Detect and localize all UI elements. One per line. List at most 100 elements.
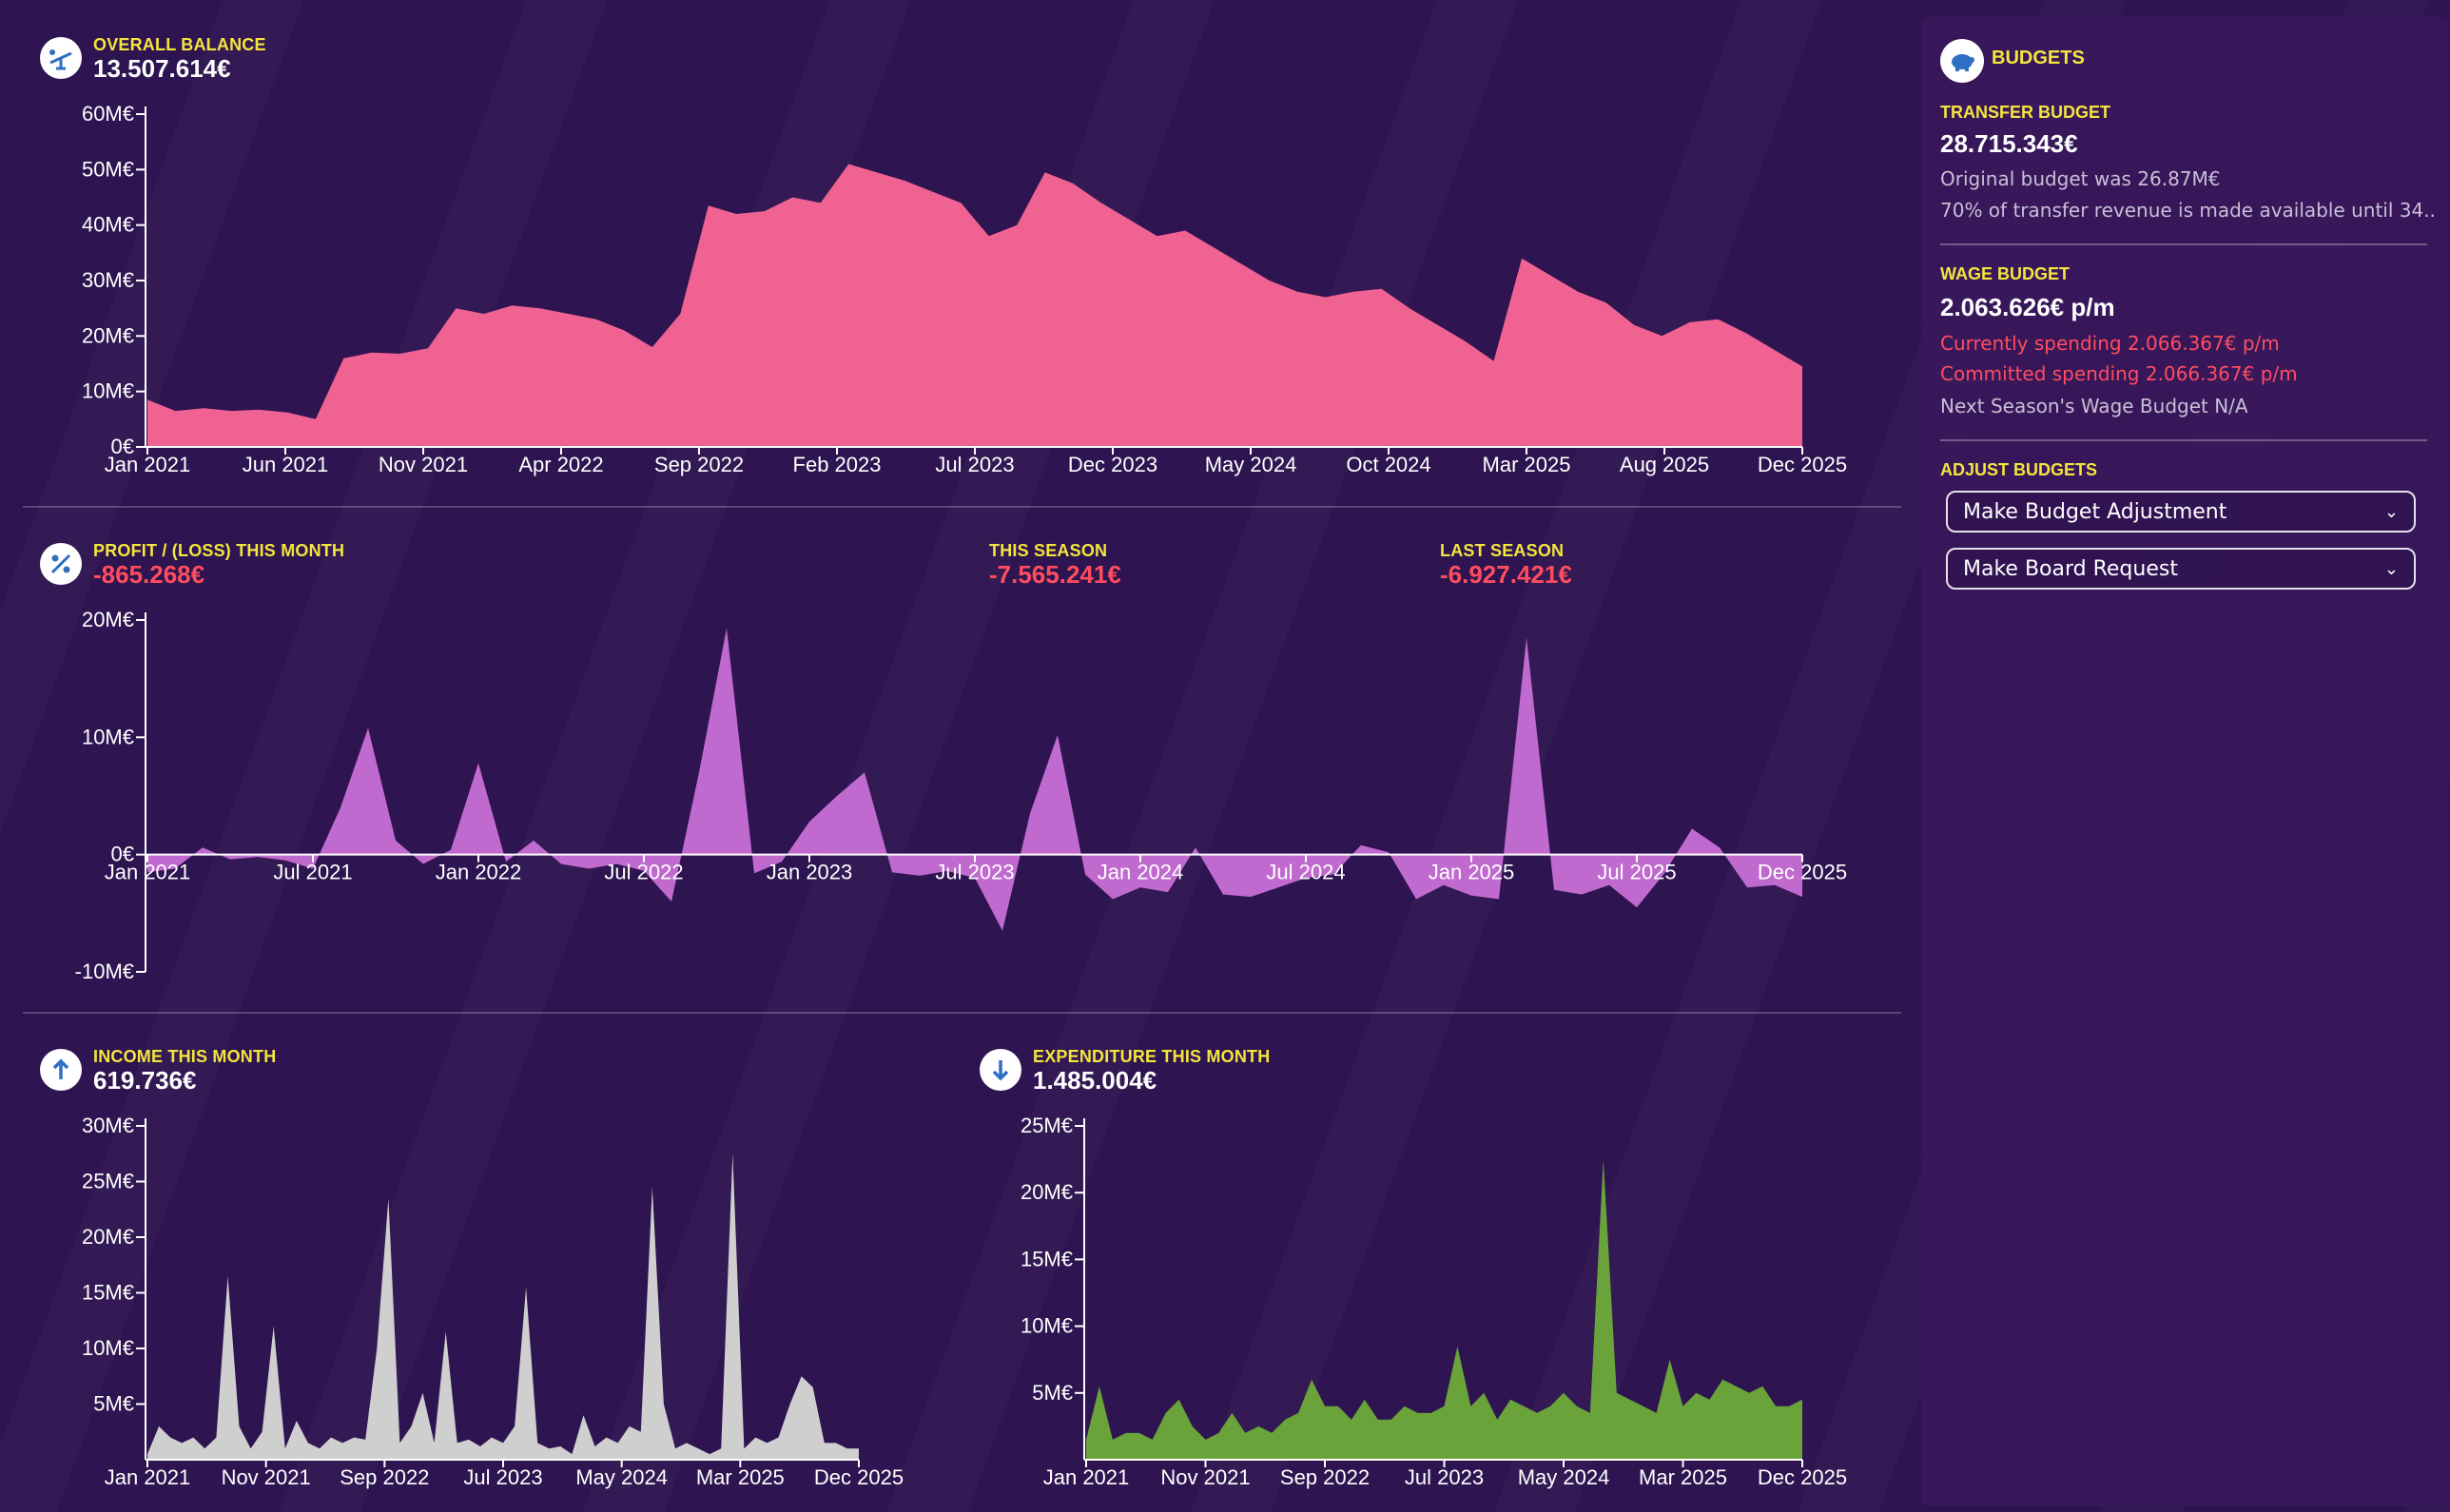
transfer-revenue-note: 70% of transfer revenue is made availabl… [1940,199,2435,222]
wage-current-spending: Currently spending 2.066.367€ p/m [1940,332,2280,355]
y-tick-label: 0€ [111,843,134,866]
board-request-dropdown[interactable]: Make Board Request ⌄ [1946,548,2416,590]
x-tick-label: Jul 2023 [935,861,1014,884]
budget-adjustment-dropdown[interactable]: Make Budget Adjustment ⌄ [1946,491,2416,533]
piggy-bank-icon [1940,39,1984,83]
expenditure-value: 1.485.004€ [1033,1066,1157,1095]
x-tick-label: Jan 2021 [105,453,191,476]
x-tick-label: Jul 2021 [273,861,352,884]
income-area [147,1153,859,1460]
y-tick-label: 20M€ [82,1225,134,1249]
arrow-down-icon [980,1049,1021,1091]
income-header: INCOME THIS MONTH 619.736€ [40,1046,276,1094]
scale-icon [40,37,82,79]
wage-budget-value: 2.063.626€ p/m [1940,293,2115,321]
wage-budget-label: WAGE BUDGET [1940,264,2071,283]
profit-loss-header: PROFIT / (LOSS) THIS MONTH -865.268€ [40,540,344,588]
wage-next-season: Next Season's Wage Budget N/A [1940,395,2248,417]
x-tick-label: May 2024 [1205,453,1297,476]
y-tick-label: 40M€ [82,213,134,237]
x-tick-label: Feb 2023 [793,453,882,476]
board-request-label: Make Board Request [1963,556,2178,581]
panel-divider [1940,439,2427,441]
x-tick-label: Jan 2021 [1043,1465,1130,1489]
y-tick-label: 50M€ [82,157,134,181]
x-tick-label: Jan 2021 [105,861,191,884]
x-tick-label: Apr 2022 [518,453,603,476]
x-tick-label: Jan 2025 [1429,861,1515,884]
expenditure-chart: 5M€ 10M€ 15M€ 20M€ 25M€ Jan 2021 Nov 2021 Sep 2… [1021,1114,1847,1489]
chevron-down-icon: ⌄ [2383,501,2399,522]
y-tick-label: 15M€ [82,1281,134,1305]
x-tick-label: Jan 2021 [105,1465,191,1489]
x-tick-label: Sep 2022 [1280,1465,1370,1489]
x-tick-label: May 2024 [575,1465,668,1489]
y-tick-label: 25M€ [82,1170,134,1193]
x-tick-label: Jan 2022 [436,861,522,884]
x-tick-label: Jul 2023 [935,453,1014,476]
section-divider [23,1012,1901,1014]
income-label: INCOME THIS MONTH [93,1047,277,1066]
y-tick-label: 15M€ [1021,1247,1073,1270]
y-tick-label: 20M€ [1021,1180,1073,1204]
expenditure-header: EXPENDITURE THIS MONTH 1.485.004€ [980,1046,1270,1094]
x-tick-label: Aug 2025 [1620,453,1709,476]
profit-loss-chart: -10M€ 0€ 10M€ 20M€ Jan 2021 Jul 2021 Jan 2022 J… [75,608,1847,983]
x-tick-label: Jul 2024 [1266,861,1345,884]
expenditure-label: EXPENDITURE THIS MONTH [1033,1047,1271,1066]
x-tick-label: Mar 2025 [1483,453,1571,476]
chevron-down-icon: ⌄ [2383,558,2399,579]
x-tick-label: Nov 2021 [379,453,468,476]
profit-loss-value: -865.268€ [93,560,205,589]
x-tick-label: Jul 2023 [463,1465,542,1489]
budgets-title: BUDGETS [1992,48,2085,68]
section-divider [23,506,1901,508]
x-tick-label: Sep 2022 [654,453,744,476]
x-tick-label: Sep 2022 [340,1465,429,1489]
last-season-value: -6.927.421€ [1440,560,1572,589]
y-tick-label: 10M€ [82,379,134,403]
y-tick-label: 10M€ [82,725,134,748]
x-tick-label: Dec 2023 [1068,453,1157,476]
y-tick-label: 25M€ [1021,1114,1073,1137]
adjust-budgets-label: ADJUST BUDGETS [1940,460,2098,479]
wage-committed-spending: Committed spending 2.066.367€ p/m [1940,362,2298,385]
y-tick-label: 30M€ [82,268,134,292]
profit-loss-label: PROFIT / (LOSS) THIS MONTH [93,541,345,560]
x-tick-label: Mar 2025 [1639,1465,1727,1489]
this-season-label: THIS SEASON [989,541,1108,560]
overall-balance-value: 13.507.614€ [93,54,231,83]
overall-balance-header: OVERALL BALANCE 13.507.614€ [40,34,266,82]
y-tick-label: 0€ [111,435,134,458]
income-value: 619.736€ [93,1066,197,1095]
budget-adjustment-label: Make Budget Adjustment [1963,499,2227,524]
profit-loss-icon [40,543,82,585]
y-tick-label: 20M€ [82,608,134,631]
y-tick-label: 20M€ [82,323,134,347]
overall-balance-area [147,164,1802,447]
y-tick-label: 5M€ [1032,1381,1073,1405]
y-tick-label: 10M€ [82,1336,134,1360]
income-chart: 5M€ 10M€ 15M€ 20M€ 25M€ 30M€ Jan 2021 Nov 2021 S… [82,1114,904,1489]
y-tick-label: 30M€ [82,1114,134,1137]
y-tick-label: -10M€ [75,960,134,983]
x-tick-label: Jan 2024 [1098,861,1184,884]
x-tick-label: Dec 2025 [1758,453,1847,476]
panel-divider [1940,243,2427,245]
this-season-value: -7.565.241€ [989,560,1121,589]
x-tick-label: May 2024 [1518,1465,1610,1489]
x-tick-label: Jul 2023 [1405,1465,1484,1489]
x-tick-label: Nov 2021 [222,1465,311,1489]
x-tick-label: Nov 2021 [1160,1465,1250,1489]
y-tick-label: 10M€ [1021,1314,1073,1338]
x-tick-label: Mar 2025 [696,1465,785,1489]
x-tick-label: Jul 2025 [1597,861,1676,884]
this-season-block: THIS SEASON -7.565.241€ [989,540,1121,588]
x-tick-label: Dec 2025 [814,1465,904,1489]
expenditure-area [1086,1159,1802,1460]
last-season-label: LAST SEASON [1440,541,1565,560]
arrow-up-icon [40,1049,82,1091]
overall-balance-chart: 0€ 10M€ 20M€ 30M€ 40M€ 50M€ 60M€ Jan 2021 Jun 20… [82,102,1847,476]
last-season-block: LAST SEASON -6.927.421€ [1440,540,1572,588]
transfer-original-note: Original budget was 26.87M€ [1940,167,2221,190]
